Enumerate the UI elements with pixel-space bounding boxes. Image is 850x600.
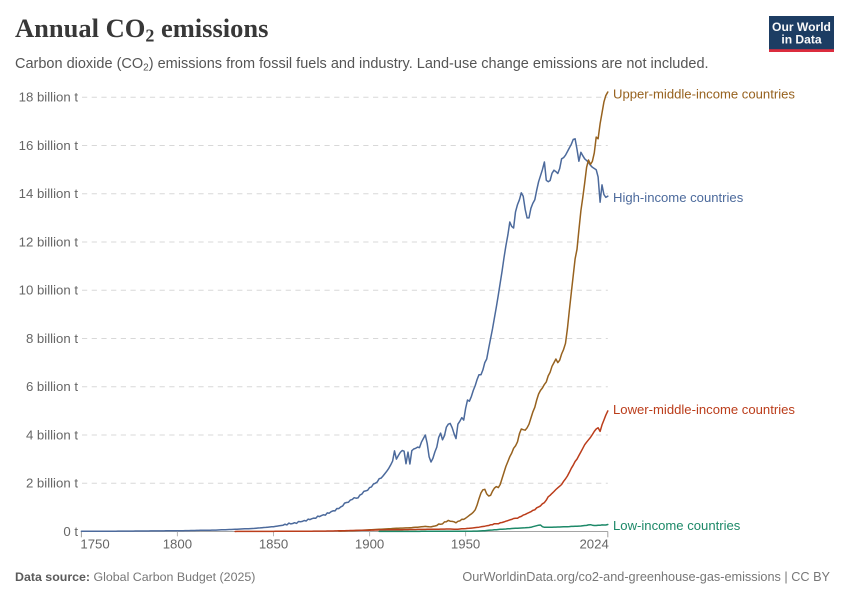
svg-text:8 billion t: 8 billion t — [26, 331, 78, 346]
svg-text:Annual CO2 emissions: Annual CO2 emissions — [15, 13, 268, 46]
svg-text:2024: 2024 — [579, 537, 608, 552]
svg-text:4 billion t: 4 billion t — [26, 427, 78, 442]
svg-text:2 billion t: 2 billion t — [26, 476, 78, 491]
svg-text:Low-income countries: Low-income countries — [613, 518, 741, 533]
svg-text:in Data: in Data — [781, 33, 822, 47]
svg-text:10 billion t: 10 billion t — [19, 283, 79, 298]
svg-text:16 billion t: 16 billion t — [19, 138, 79, 153]
svg-text:Carbon dioxide (CO2) emissions: Carbon dioxide (CO2) emissions from foss… — [15, 56, 709, 73]
svg-text:1950: 1950 — [451, 537, 480, 552]
svg-text:1900: 1900 — [355, 537, 384, 552]
svg-text:1800: 1800 — [163, 537, 192, 552]
svg-text:6 billion t: 6 billion t — [26, 379, 78, 394]
svg-text:Our World: Our World — [772, 20, 831, 34]
svg-text:Data source: Global Carbon Bud: Data source: Global Carbon Budget (2025) — [15, 570, 255, 584]
svg-text:0 t: 0 t — [63, 524, 78, 539]
svg-text:1750: 1750 — [80, 537, 109, 552]
svg-text:14 billion t: 14 billion t — [19, 186, 79, 201]
svg-text:High-income countries: High-income countries — [613, 190, 744, 205]
svg-text:12 billion t: 12 billion t — [19, 234, 79, 249]
svg-text:Lower-middle-income countries: Lower-middle-income countries — [613, 402, 795, 417]
svg-text:1850: 1850 — [259, 537, 288, 552]
svg-text:OurWorldinData.org/co2-and-gre: OurWorldinData.org/co2-and-greenhouse-ga… — [462, 570, 830, 584]
svg-text:Upper-middle-income countries: Upper-middle-income countries — [613, 87, 795, 102]
svg-text:18 billion t: 18 billion t — [19, 90, 79, 105]
